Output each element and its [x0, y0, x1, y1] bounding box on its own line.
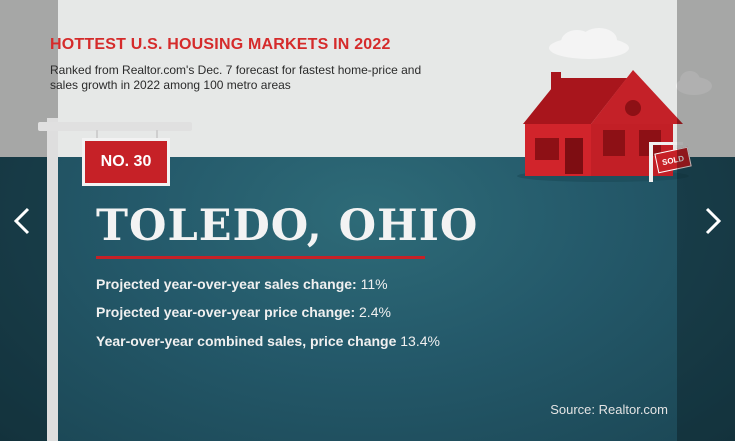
- stat-label: Projected year-over-year sales change:: [96, 276, 357, 292]
- stat-combined-change: Year-over-year combined sales, price cha…: [96, 333, 440, 349]
- sign-chain: [96, 130, 98, 140]
- previous-slide-button[interactable]: [8, 203, 38, 239]
- sign-arm: [38, 122, 192, 131]
- city-underline: [96, 256, 425, 259]
- cloud-illustration: [549, 28, 629, 59]
- stat-price-change: Projected year-over-year price change: 2…: [96, 304, 391, 320]
- cloud-illustration: [676, 71, 712, 95]
- sign-chain: [156, 130, 158, 140]
- source-credit: Source: Realtor.com: [550, 402, 668, 417]
- stat-value: 2.4%: [359, 304, 391, 320]
- city-title: TOLEDO, OHIO: [96, 201, 479, 251]
- next-slide-button[interactable]: [697, 203, 727, 239]
- stat-label: Year-over-year combined sales, price cha…: [96, 333, 397, 349]
- right-edge-overlay: [677, 0, 735, 441]
- stat-sales-change: Projected year-over-year sales change: 1…: [96, 276, 388, 292]
- slide-heading: HOTTEST U.S. HOUSING MARKETS IN 2022: [50, 36, 391, 53]
- ground-background: [0, 157, 735, 441]
- sign-post: [47, 118, 58, 441]
- house-illustration: [517, 70, 689, 182]
- stat-label: Projected year-over-year price change:: [96, 304, 356, 320]
- slide-subtitle: Ranked from Realtor.com's Dec. 7 forecas…: [50, 63, 422, 92]
- chevron-right-icon: [705, 207, 722, 235]
- stat-value: 13.4%: [400, 333, 440, 349]
- rank-label: NO. 30: [100, 153, 152, 170]
- chevron-left-icon: [13, 207, 30, 235]
- stat-value: 11%: [360, 276, 388, 292]
- rank-sign: NO. 30: [82, 138, 170, 186]
